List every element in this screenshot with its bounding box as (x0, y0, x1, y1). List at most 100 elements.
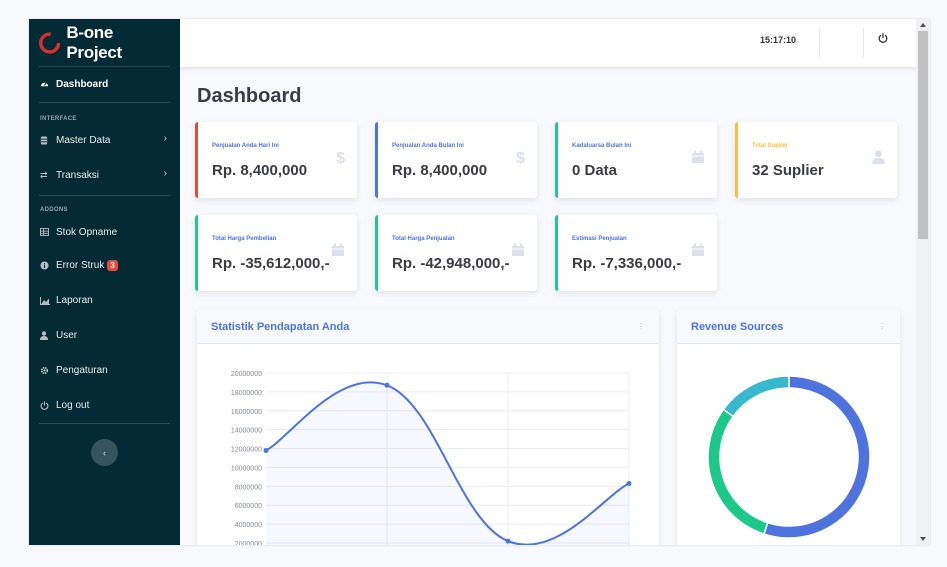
topbar: 15:17:10 (180, 19, 916, 67)
stat-card-label: Total Suplier (752, 143, 788, 149)
y-tick-label: 2000000 (235, 541, 262, 545)
y-tick-label: 16000000 (231, 409, 262, 416)
donut-slice (707, 408, 769, 535)
calendar-icon (691, 243, 705, 262)
chart-area-icon (40, 296, 53, 305)
sidebar-item-label: Log out (56, 400, 90, 411)
sidebar-item-label: Error Struk (56, 260, 105, 271)
sidebar-heading-interface: INTERFACE (40, 116, 77, 122)
stat-card-label: Estimasi Penjualan (572, 236, 627, 242)
error-count-badge: 3 (107, 260, 118, 271)
chevron-right-icon: › (163, 168, 167, 179)
sidebar-item-master-data[interactable]: Master Data › (29, 125, 180, 155)
vertical-scrollbar[interactable] (916, 19, 930, 545)
sidebar-item-pengaturan[interactable]: Pengaturan (29, 353, 180, 388)
scrollbar-thumb[interactable] (918, 31, 928, 239)
y-tick-label: 10000000 (231, 465, 262, 472)
more-vertical-icon[interactable]: ⋮ (878, 322, 886, 331)
stat-card-label: Kadaluarsa Bulan Ini (572, 143, 632, 149)
stat-card: Estimasi Penjualan Rp. -7,336,000,- (555, 215, 717, 291)
user-icon (872, 150, 885, 169)
panel-title: Statistik Pendapatan Anda (211, 321, 350, 333)
chevron-right-icon: › (163, 133, 167, 144)
power-icon (878, 33, 888, 43)
sidebar-item-label: Dashboard (56, 79, 109, 90)
dollar-icon: $ (336, 150, 345, 167)
sidebar-item-dashboard[interactable]: Dashboard (29, 67, 180, 102)
data-point (384, 382, 390, 388)
y-tick-label: 20000000 (231, 371, 262, 378)
panel-header: Statistik Pendapatan Anda ⋮ (197, 309, 659, 344)
data-point (626, 481, 632, 486)
stat-card-label: Penjualan Anda Bulan Ini (392, 143, 464, 149)
revenue-sources-panel: Revenue Sources ⋮ (677, 309, 900, 545)
sidebar-item-stok-opname[interactable]: Stok Opname (29, 216, 180, 248)
sidebar-item-label: Stok Opname (56, 226, 118, 238)
stat-card-value: Rp. 8,400,000 (212, 162, 308, 179)
stat-card: Total Suplier 32 Suplier (735, 122, 897, 198)
sidebar-item-label: Pengaturan (56, 365, 108, 376)
stat-card-value: 0 Data (572, 162, 618, 179)
stat-card-label: Total Harga Pembelian (212, 236, 277, 242)
y-tick-label: 14000000 (231, 428, 262, 435)
panel-title: Revenue Sources (691, 321, 784, 333)
donut-chart (707, 375, 871, 539)
revenue-statistics-panel: Statistik Pendapatan Anda ⋮ 2000000 40000… (197, 309, 659, 545)
y-tick-label: 8000000 (235, 484, 262, 491)
stat-card-value: Rp. 8,400,000 (392, 162, 488, 179)
sidebar-item-transaksi[interactable]: ⇄ Transaksi › (29, 155, 180, 195)
tachometer-icon (40, 80, 53, 89)
dollar-icon: $ (516, 150, 525, 167)
data-point (505, 538, 511, 544)
topbar-divider (863, 28, 864, 58)
panel-header: Revenue Sources ⋮ (677, 309, 900, 344)
user-icon (40, 331, 53, 340)
logo-icon (39, 31, 61, 54)
sidebar-item-label: User (56, 330, 78, 341)
stat-card-label: Total Harga Penjualan (392, 236, 455, 242)
sidebar-item-label: Master Data (56, 134, 111, 146)
calendar-icon (511, 243, 525, 262)
more-vertical-icon[interactable]: ⋮ (637, 322, 645, 331)
y-tick-label: 12000000 (231, 447, 262, 454)
info-circle-icon (40, 261, 53, 270)
sidebar-item-label: Transaksi (56, 169, 99, 181)
stat-card-value: Rp. -42,948,000,- (392, 255, 510, 272)
stat-card: Kadaluarsa Bulan Ini 0 Data (555, 122, 717, 198)
sidebar-item-laporan[interactable]: Laporan (29, 283, 180, 318)
sidebar-item-user[interactable]: User (29, 318, 180, 353)
brand-name: B-one Project (66, 22, 122, 62)
stat-card-value: 32 Suplier (752, 162, 824, 179)
y-tick-label: 6000000 (235, 503, 262, 510)
series-line (265, 381, 630, 545)
brand[interactable]: B-one Project (39, 19, 170, 67)
sidebar-toggle-button[interactable]: ‹ (91, 439, 118, 466)
stat-card: Total Harga Pembelian Rp. -35,612,000,- (195, 215, 357, 291)
donut-slice (722, 375, 790, 418)
scroll-down-arrow-icon[interactable] (920, 537, 926, 541)
clock: 15:17:10 (760, 35, 797, 45)
database-icon (40, 135, 53, 145)
stat-card-value: Rp. -35,612,000,- (212, 255, 330, 272)
sidebar-divider (39, 195, 170, 196)
sidebar-item-error-struk[interactable]: Error Struk 3 (29, 248, 180, 283)
calendar-icon (691, 150, 705, 169)
sidebar: B-one Project Dashboard INTERFACE Master… (29, 19, 180, 545)
chevron-left-icon: ‹ (103, 447, 106, 458)
stat-card-value: Rp. -7,336,000,- (572, 255, 682, 272)
table-icon (40, 228, 53, 236)
gear-icon (40, 366, 53, 375)
y-tick-label: 4000000 (235, 522, 262, 529)
browser-viewport: B-one Project Dashboard INTERFACE Master… (29, 19, 930, 545)
page-title: Dashboard (197, 85, 302, 107)
topbar-divider (819, 28, 820, 58)
stat-card: Total Harga Penjualan Rp. -42,948,000,- (375, 215, 537, 291)
logout-power-button[interactable] (878, 33, 888, 46)
scroll-up-arrow-icon[interactable] (920, 23, 926, 27)
stat-card: Penjualan Anda Hari Ini Rp. 8,400,000 $ (195, 122, 357, 198)
sidebar-item-label: Laporan (56, 295, 93, 306)
data-point (263, 447, 269, 453)
sidebar-item-logout[interactable]: Log out (29, 388, 180, 423)
donut-slice (763, 375, 871, 539)
y-tick-label: 18000000 (231, 390, 262, 397)
